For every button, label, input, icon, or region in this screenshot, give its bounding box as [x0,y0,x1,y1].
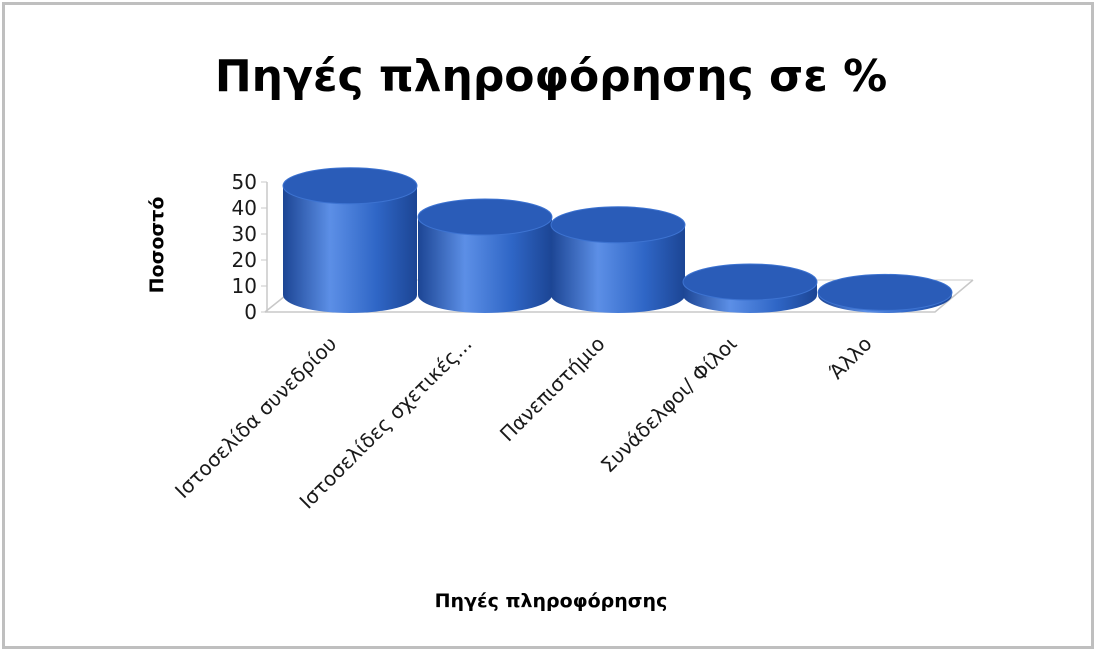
bar-top [682,263,818,301]
bar [550,206,686,313]
bar-top [417,198,553,236]
y-axis-title: Ποσοστό [146,197,168,294]
chart-title: Πηγές πληροφόρησης σε % [215,51,887,102]
chart: Πηγές πληροφόρησης σε % Ποσοστό Πηγές πλ… [146,51,974,612]
bar-top [550,206,686,244]
x-tick-label: Πανεπιστήμιο [495,332,610,447]
bar-top [282,167,418,205]
bars [282,167,953,313]
x-tick-label: Συνάδελφοι/ Φίλοι [596,331,742,477]
x-axis-title: Πηγές πληροφόρησης [435,590,668,612]
bar-body [551,224,685,313]
bar [682,263,818,313]
bar [817,273,953,313]
x-tick-label: Άλλο [824,332,876,384]
bar [282,167,418,313]
bar-top [817,273,953,311]
y-tick-label: 0 [244,300,257,324]
y-tick-label: 50 [232,170,257,194]
y-tick-label: 30 [232,222,257,246]
bar-body [283,185,417,313]
bar [417,198,553,313]
bar-body [418,217,552,313]
y-tick-label: 20 [232,248,257,272]
y-tick-label: 10 [232,274,257,298]
y-tick-label: 40 [232,196,257,220]
